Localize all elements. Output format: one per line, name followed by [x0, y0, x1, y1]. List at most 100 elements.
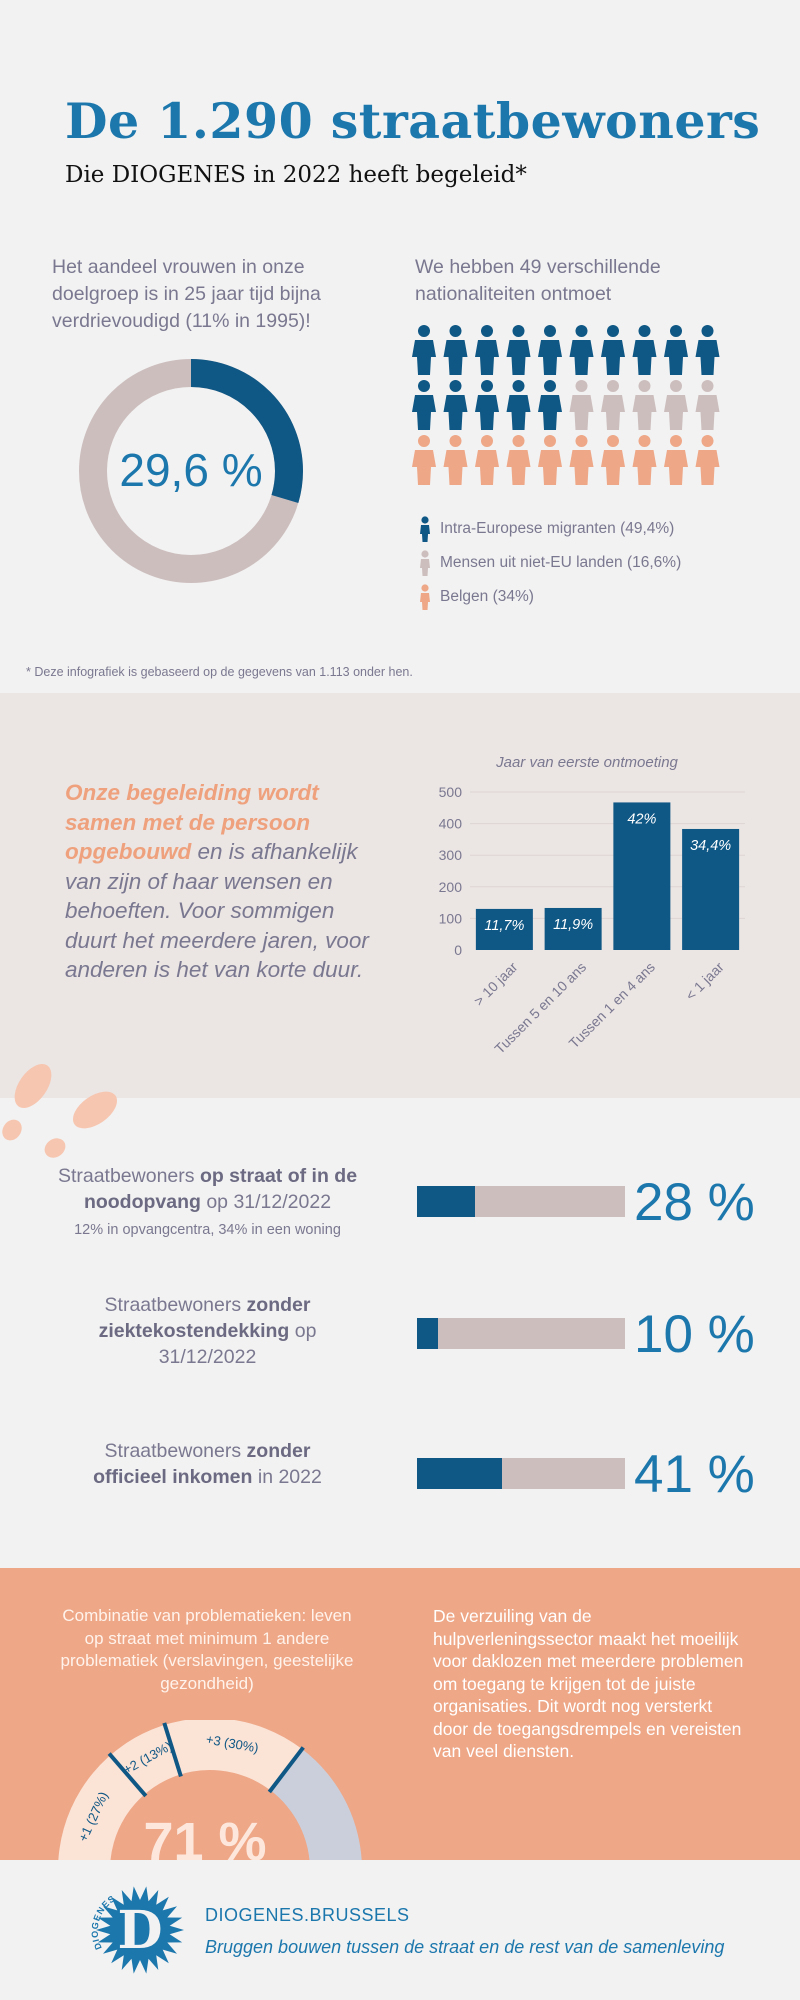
y-tick-label: 300 [439, 847, 463, 863]
y-tick-label: 500 [439, 784, 463, 800]
person-icon [538, 325, 562, 375]
stat-label-post: op 31/12/2022 [200, 1191, 332, 1213]
combination-gauge: +1 (27%)+2 (13%) +3 (30%)71 % [58, 1720, 362, 1860]
gauge-divider [162, 1722, 183, 1778]
stat-label-bold: op straat of in de noodopvang [83, 1165, 358, 1213]
women-donut-chart [79, 359, 303, 583]
person-icon [632, 325, 657, 375]
chart-title: Jaar van eerste ontmoeting [495, 754, 678, 771]
person-icon [569, 325, 594, 375]
first-meeting-bar-chart: Jaar van eerste ontmoeting 0 100 200 300 400… [439, 754, 745, 1057]
progress-fill [417, 1458, 503, 1489]
diogenes-logo: D DIOGENES [90, 1886, 184, 1974]
bar [613, 802, 671, 950]
person-icon [695, 435, 720, 485]
legend-label: Mensen uit niet-EU landen (16,6%) [440, 554, 682, 571]
guidance-quote: Onze begeleiding wordt samen met de pers… [65, 778, 385, 985]
footer-slogan: Bruggen bouwen tussen de straat en de re… [205, 1937, 725, 1957]
quote-rest: en is afhankelijk van zijn of haar wense… [65, 839, 369, 982]
stat-value-insurance: 10 % [634, 1305, 755, 1364]
nationalities-text: We hebben 49 verschillende nationaliteit… [415, 256, 661, 305]
progress-bar-insurance [417, 1318, 625, 1349]
person-icon [664, 435, 688, 485]
person-icon [443, 380, 468, 430]
person-icon [632, 435, 657, 485]
person-icon [420, 584, 430, 610]
x-tick-label: > 10 jaar [470, 959, 520, 1009]
stat-sub-street: 12% in opvangcentra, 34% in een woning [74, 1222, 341, 1238]
person-icon [538, 380, 562, 430]
progress-bar-income [417, 1458, 625, 1489]
combination-text: Combinatie van problematieken: leven op … [60, 1606, 354, 1693]
stat-label-income: Straatbewoners zonder officieel inkomen … [80, 1438, 335, 1490]
person-icon [412, 435, 436, 485]
gauge-value: 71 % [143, 1812, 266, 1860]
y-tick-label: 200 [439, 879, 463, 895]
person-icon [506, 435, 531, 485]
progress-fill [417, 1318, 438, 1349]
person-icon [695, 325, 720, 375]
legend-item-intra-eu: Intra-Europese migranten (49,4%) [418, 516, 674, 542]
person-icon [695, 380, 720, 430]
person-icon [420, 550, 430, 576]
gauge-problem-segments [58, 1720, 303, 1860]
verzuiling-text: De verzuiling van de hulpverleningssecto… [433, 1606, 744, 1761]
person-icon [601, 435, 625, 485]
y-tick-label: 0 [454, 942, 462, 958]
stat-label-post: in 2022 [252, 1466, 322, 1488]
person-icon [538, 435, 562, 485]
stat-label-bold: zonder ziektekostendekking [98, 1294, 311, 1342]
person-icon [664, 325, 688, 375]
bar [682, 828, 740, 950]
person-icon [475, 380, 499, 430]
y-tick-label: 400 [439, 816, 463, 832]
gauge-divider [107, 1752, 148, 1798]
logo-starburst [96, 1886, 184, 1974]
person-icon [420, 516, 430, 542]
stat-value-income: 41 % [634, 1445, 755, 1504]
women-share-value: 29,6 % [119, 444, 263, 496]
page-subtitle: Die DIOGENES in 2022 heeft begeleid* [65, 162, 527, 188]
bar-data-label: 34,4% [690, 838, 731, 854]
stat-label-insurance: Straatbewoners zonder ziektekostendekkin… [60, 1292, 355, 1370]
person-icon [601, 325, 625, 375]
progress-fill [417, 1186, 476, 1217]
stat-label-post: op 31/12/2022 [158, 1320, 317, 1368]
bar-data-label: 42% [627, 811, 656, 827]
combination-section [0, 1568, 800, 1860]
person-icon [443, 325, 468, 375]
stat-label-bold: zonder officieel inkomen [93, 1440, 311, 1488]
stat-label-pre: Straatbewoners [57, 1165, 200, 1187]
gauge-rest-segment [270, 1749, 362, 1860]
person-icon [475, 325, 499, 375]
stat-value-street: 28 % [634, 1173, 755, 1232]
person-icon [506, 380, 531, 430]
x-tick-label: < 1 jaar [682, 959, 727, 1004]
legend-item-non-eu: Mensen uit niet-EU landen (16,6%) [418, 550, 681, 576]
bar-data-label: 11,9% [553, 917, 593, 933]
person-icon [569, 380, 594, 430]
progress-bar-street [417, 1186, 625, 1217]
person-icon [412, 380, 436, 430]
person-icon [632, 380, 657, 430]
women-share-text: Het aandeel vrouwen in onze doelgroep is… [52, 256, 321, 332]
gauge-divider [267, 1746, 305, 1794]
bar [475, 908, 533, 950]
stat-label-pre: Straatbewoners [104, 1440, 247, 1462]
person-icon [601, 380, 625, 430]
bar [544, 907, 602, 950]
person-icon [412, 325, 436, 375]
bar-data-label: 11,7% [484, 918, 524, 934]
legend-item-belgians: Belgen (34%) [418, 584, 534, 610]
person-icon [443, 435, 468, 485]
footprints-icon [2, 1064, 117, 1158]
footer-site-link[interactable]: DIOGENES.BRUSSELS [205, 1905, 410, 1925]
logo-letter: D [117, 1900, 162, 1961]
legend-label: Belgen (34%) [440, 588, 534, 605]
legend-label: Intra-Europese migranten (49,4%) [440, 520, 675, 537]
person-icon [475, 435, 499, 485]
stat-label-pre: Straatbewoners [104, 1294, 247, 1316]
y-tick-label: 100 [439, 910, 463, 926]
person-icon [506, 325, 531, 375]
person-icon [664, 380, 688, 430]
